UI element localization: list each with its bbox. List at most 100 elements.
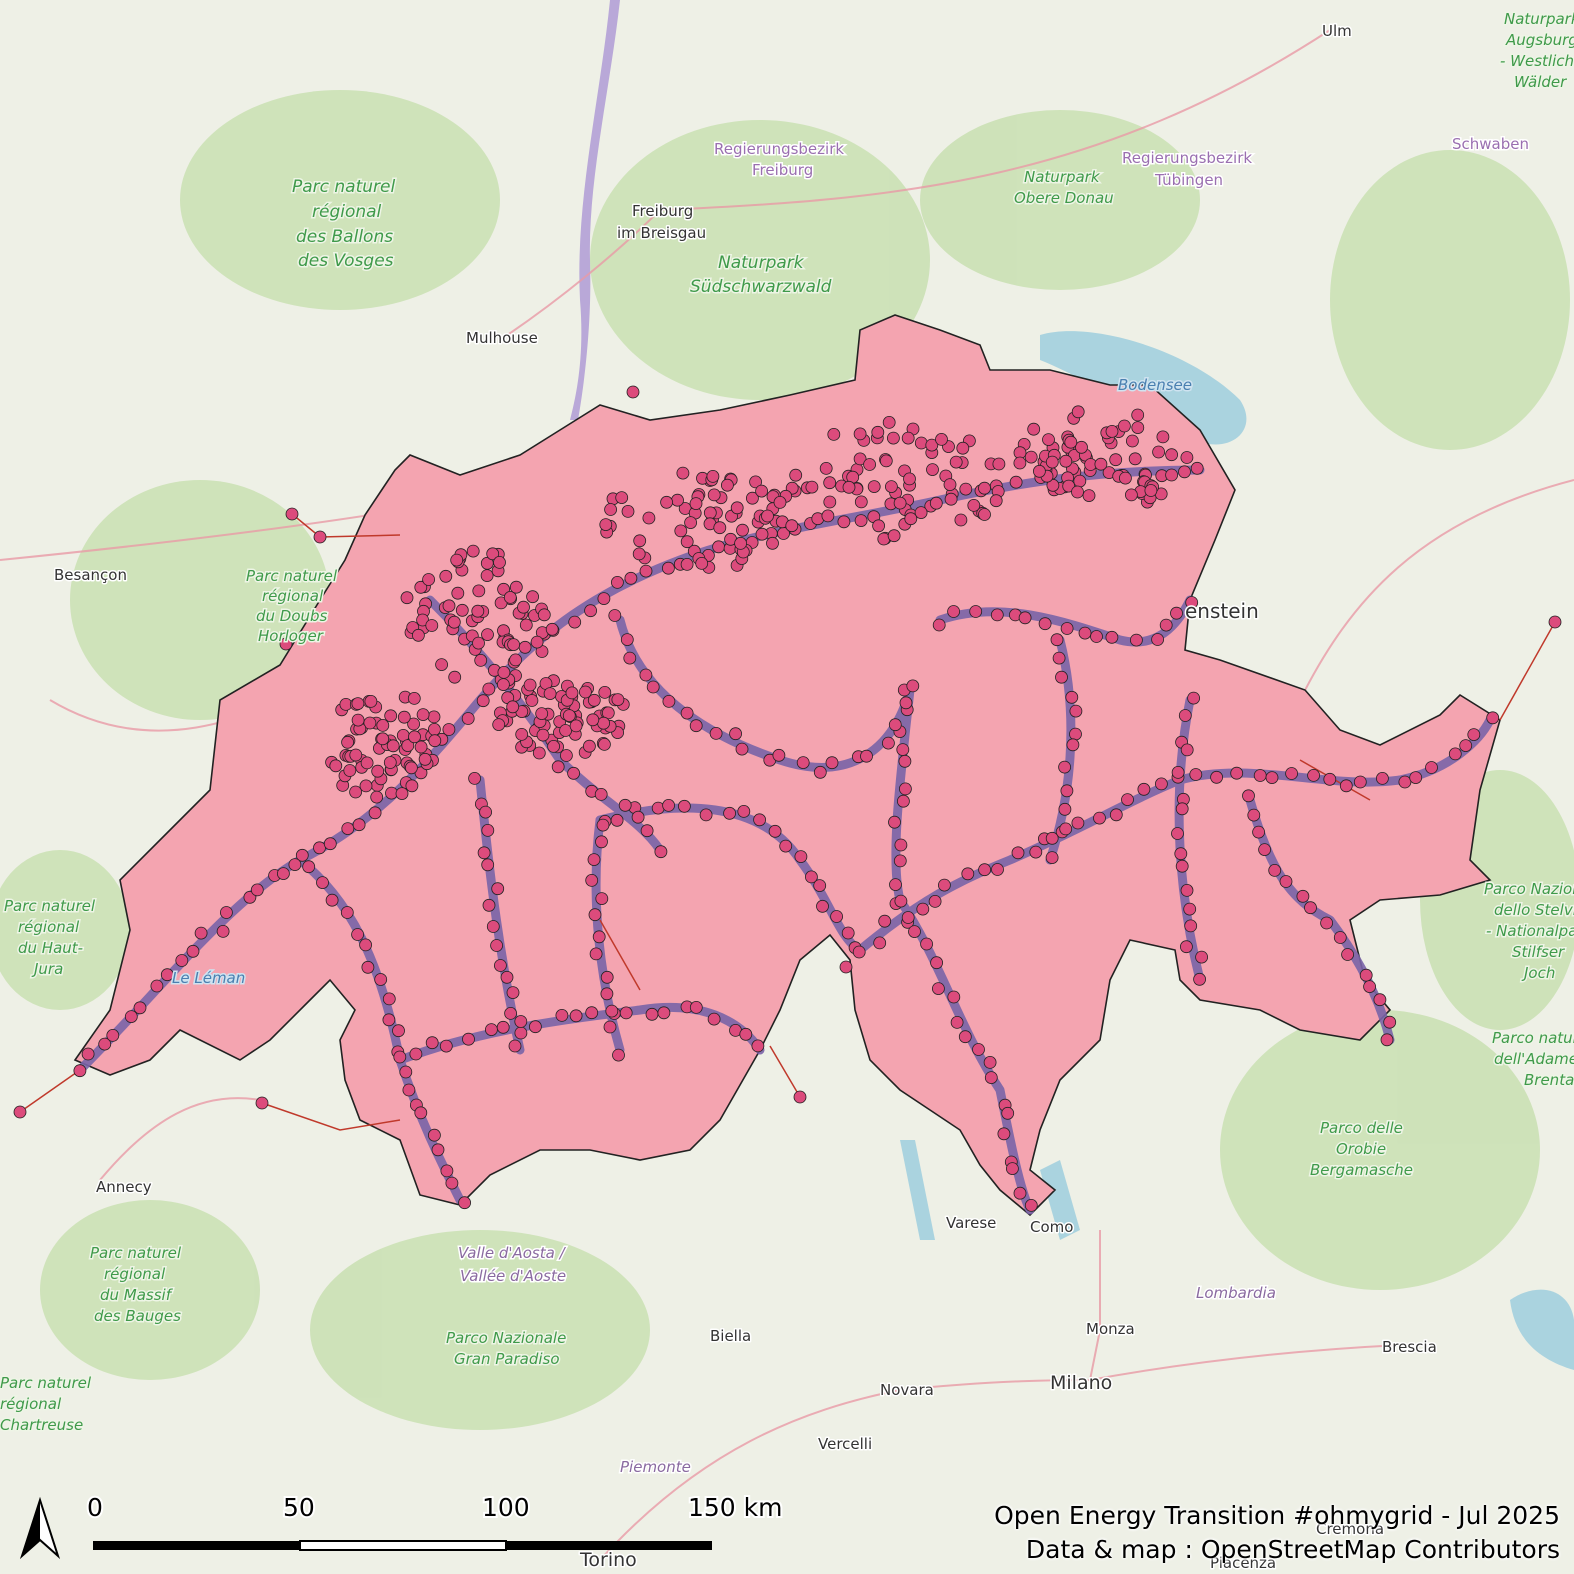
substation-marker	[734, 537, 747, 550]
substation-marker	[589, 947, 603, 961]
substation-marker	[1230, 766, 1244, 780]
substation-marker	[503, 591, 517, 604]
substation-marker	[401, 739, 415, 752]
label-lake-bodensee: Bodensee	[1118, 376, 1192, 394]
label-park: Parco delle	[1320, 1119, 1403, 1137]
substation-marker	[853, 452, 867, 466]
substation-marker	[735, 742, 749, 756]
substation-marker	[402, 1083, 416, 1097]
substation-marker	[1027, 422, 1041, 436]
substation-marker	[400, 591, 414, 605]
substation-marker	[695, 557, 709, 570]
substation-marker	[925, 438, 939, 452]
substation-marker	[1548, 615, 1562, 629]
substation-marker	[721, 478, 734, 492]
substation-marker	[543, 687, 557, 700]
substation-marker	[1045, 455, 1059, 469]
substation-marker	[706, 469, 720, 483]
substation-marker	[584, 604, 597, 618]
substation-marker	[418, 752, 432, 766]
substation-marker	[523, 678, 537, 692]
substation-marker	[657, 1006, 671, 1020]
substation-marker	[1178, 465, 1191, 479]
substation-marker	[569, 1009, 583, 1023]
substation-marker	[1151, 633, 1164, 646]
substation-marker	[928, 895, 942, 908]
substation-marker	[854, 514, 868, 527]
substation-marker	[889, 878, 902, 891]
substation-marker	[595, 892, 609, 905]
substation-marker	[1052, 651, 1066, 665]
substation-marker	[493, 556, 506, 569]
substation-marker	[425, 619, 439, 632]
substation-marker	[1175, 859, 1189, 873]
substation-marker	[486, 547, 500, 561]
substation-marker	[1175, 802, 1189, 816]
substation-marker	[219, 906, 233, 919]
substation-marker	[932, 982, 945, 995]
substation-marker	[529, 1020, 542, 1034]
label-biella: Biella	[710, 1327, 751, 1345]
substation-marker	[842, 480, 856, 494]
substation-marker	[435, 658, 449, 671]
substation-marker	[823, 476, 837, 490]
substation-marker	[363, 716, 377, 730]
substation-marker	[1033, 464, 1046, 478]
substation-marker	[839, 960, 853, 974]
substation-marker	[448, 670, 462, 684]
substation-marker	[755, 484, 768, 498]
substation-marker	[559, 724, 572, 737]
label-park: des Vosges	[298, 251, 394, 271]
substation-marker	[1060, 622, 1074, 635]
substation-marker	[484, 1023, 498, 1036]
substation-marker	[640, 824, 654, 838]
substation-marker	[1320, 916, 1333, 930]
substation-marker	[1126, 434, 1139, 448]
park-labels: Parc naturel régional des Ballons des Vo…	[0, 9, 1574, 1436]
substation-marker	[639, 564, 653, 578]
substation-marker	[1373, 993, 1387, 1007]
substation-marker	[568, 615, 582, 629]
substation-marker	[323, 837, 337, 851]
substation-marker	[515, 728, 529, 741]
substation-marker	[680, 706, 694, 720]
label-monza: Monza	[1086, 1320, 1135, 1338]
label-torino: Torino	[579, 1549, 637, 1571]
substation-marker	[739, 1027, 753, 1041]
substation-marker	[1058, 802, 1072, 816]
label-region: Freiburg	[752, 161, 813, 179]
substation-marker	[124, 1010, 138, 1023]
substation-marker	[507, 638, 520, 651]
substation-marker	[615, 491, 629, 505]
substation-marker	[341, 822, 355, 835]
substation-marker	[611, 576, 624, 589]
substation-marker	[525, 694, 539, 707]
substation-marker	[491, 882, 505, 896]
substation-marker	[796, 756, 810, 769]
scale-label-0: 0	[87, 1493, 103, 1522]
substation-marker	[1486, 711, 1500, 725]
substation-marker	[773, 495, 787, 509]
substation-marker	[805, 480, 819, 494]
label-brescia: Brescia	[1382, 1338, 1437, 1356]
substation-marker	[1178, 709, 1192, 722]
substation-marker	[1006, 1162, 1019, 1175]
substation-marker	[383, 756, 397, 769]
substation-marker	[1184, 919, 1198, 933]
substation-marker	[1073, 474, 1087, 488]
label-region: Schwaben	[1452, 135, 1529, 153]
substation-marker	[504, 1007, 518, 1020]
substation-marker	[479, 805, 493, 819]
label-park: du Haut-	[18, 939, 83, 957]
substation-marker	[405, 779, 419, 793]
substation-marker	[603, 1020, 617, 1034]
label-lake-leman: Le Léman	[172, 969, 245, 987]
substation-marker	[422, 573, 436, 586]
substation-marker	[1065, 690, 1079, 704]
label-region: Regierungsbezirk	[1122, 149, 1252, 167]
substation-marker	[707, 1012, 721, 1026]
substation-marker	[935, 432, 948, 446]
substation-marker	[707, 488, 721, 502]
substation-marker	[887, 529, 901, 543]
